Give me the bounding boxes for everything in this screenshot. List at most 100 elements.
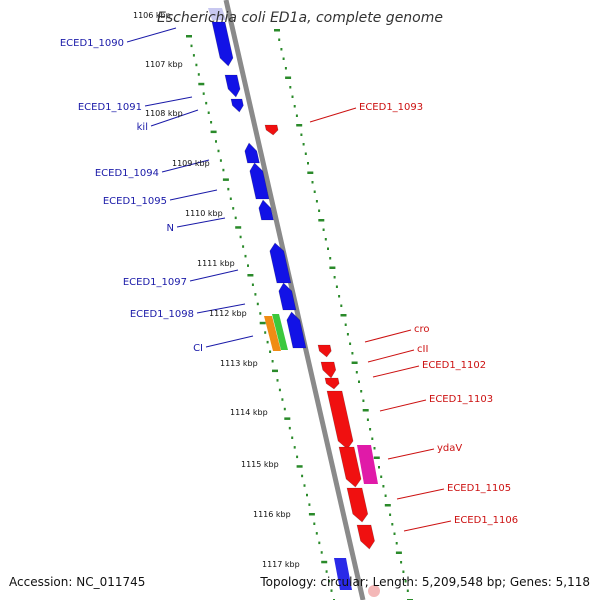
kbp-ticks-layer: 1106 kbp 1107 kbp 1108 kbp 1109 kbp 1110 kbp…: [133, 11, 300, 569]
outer-track-dot: [378, 466, 380, 469]
outer-track-dot: [313, 190, 316, 193]
inner-track-dot: [197, 73, 200, 76]
inner-track-dot: [276, 379, 279, 382]
outer-track-dot: [333, 276, 336, 279]
outer-track-dot: [327, 247, 329, 250]
inner-track-dot: [313, 522, 316, 525]
inner-track-dot: [227, 187, 230, 191]
gene-label: ECED1_1097: [123, 277, 187, 288]
outer-track-dot: [302, 143, 305, 146]
outer-track-dot: [366, 418, 369, 421]
outer-track-dot: [280, 48, 283, 51]
gene-label: kil: [137, 122, 148, 133]
leader-line: [403, 520, 452, 532]
outer-track-dot: [324, 238, 327, 241]
outer-track-dot: [300, 133, 303, 136]
outer-track-dot: [295, 114, 298, 117]
outer-track-dot: [395, 551, 402, 554]
outer-track-dot: [293, 105, 296, 108]
inner-track-dot: [217, 149, 220, 153]
gene-orange-segment: [264, 316, 281, 351]
outer-track-dot: [291, 95, 294, 98]
inner-track-dot: [256, 302, 259, 306]
gene-features-layer: [208, 8, 380, 597]
outer-track-dot: [318, 219, 325, 222]
leader-line: [379, 399, 427, 412]
gene-ydaV-block: [357, 445, 378, 484]
gene-ECED1_1095-arrow: [249, 162, 270, 200]
inner-track-dot: [264, 331, 267, 334]
inner-track-dot: [321, 560, 328, 564]
genome-backbone-line: [223, 0, 366, 600]
kbp-tick-label: 1110 kbp: [185, 209, 223, 218]
outer-track-dot: [384, 504, 391, 507]
gene-ECED1_1090-arrow: [211, 21, 234, 67]
kbp-tick-label: 1109 kbp: [172, 159, 210, 168]
gene-label: ECED1_1098: [130, 309, 194, 320]
outer-track-dot: [344, 323, 347, 326]
inner-track-dot: [278, 388, 281, 392]
gene-cro-arrow: [317, 344, 332, 358]
leader-line: [309, 107, 357, 123]
inner-track-dot: [239, 235, 242, 239]
leader-line: [396, 488, 445, 500]
leader-line: [205, 335, 254, 348]
outer-track-dot: [340, 314, 347, 317]
inner-track-dot: [210, 130, 217, 134]
leader-line: [367, 349, 415, 363]
genome-backbone-layer: [223, 0, 366, 600]
faint-forward-gene: [208, 8, 226, 20]
outer-track-dot: [315, 200, 318, 203]
outer-track-dot: [371, 437, 374, 440]
leader-line: [364, 329, 412, 343]
kbp-tick-label: 1108 kbp: [145, 109, 183, 118]
leader-line: [161, 159, 210, 173]
leader-line: [150, 109, 199, 127]
outer-track-dot: [351, 361, 358, 364]
gene-ECED1_1105-arrow: [338, 446, 362, 488]
inner-track-dot: [192, 54, 195, 57]
outer-track-dot: [274, 29, 280, 32]
gene-label: ECED1_1090: [60, 38, 124, 49]
gene-label: ydaV: [437, 443, 462, 454]
inner-track-dot: [303, 484, 306, 487]
kbp-tick-label: 1106 kbp: [133, 11, 171, 20]
inner-track-dot: [251, 283, 254, 286]
leader-line: [126, 27, 177, 43]
outer-track-dot: [362, 409, 369, 412]
gene-label: cro: [414, 324, 430, 335]
inner-track-dot: [308, 513, 315, 516]
gene-ECED1_1091-arrow: [224, 74, 241, 98]
inner-track-dot: [308, 503, 311, 506]
inner-track-dot: [271, 360, 274, 363]
gene-label: ECED1_1106: [454, 515, 518, 526]
gene-N-arrow: [258, 199, 274, 221]
inner-track-dot: [325, 570, 328, 573]
inner-track-dot: [215, 140, 217, 143]
leader-line: [189, 269, 239, 282]
inner-track-dot: [281, 398, 284, 401]
outer-track-dot: [289, 86, 292, 89]
outer-track-dot: [389, 513, 392, 516]
outer-track-dot: [349, 342, 352, 345]
inner-track-dot: [190, 44, 193, 48]
inner-track-dot: [293, 446, 296, 449]
inner-track-dot: [284, 417, 291, 420]
inner-track-dot: [330, 589, 333, 592]
inner-track-dot: [244, 254, 247, 258]
leader-line: [196, 303, 246, 314]
outer-track-dot: [373, 447, 376, 450]
inner-track-dot: [328, 579, 331, 583]
kbp-tick-label: 1111 kbp: [197, 259, 235, 268]
outer-track-dot: [338, 295, 341, 298]
outer-track-dot: [282, 57, 285, 60]
gene-cII-arrow: [320, 361, 337, 379]
gene-ECED1_1098-arrow: [278, 282, 297, 311]
outer-track-dot: [311, 181, 314, 184]
outer-track-dot: [304, 152, 307, 155]
outer-track-dot: [373, 456, 380, 459]
leader-line: [372, 365, 420, 378]
inner-track-dot: [296, 465, 303, 468]
